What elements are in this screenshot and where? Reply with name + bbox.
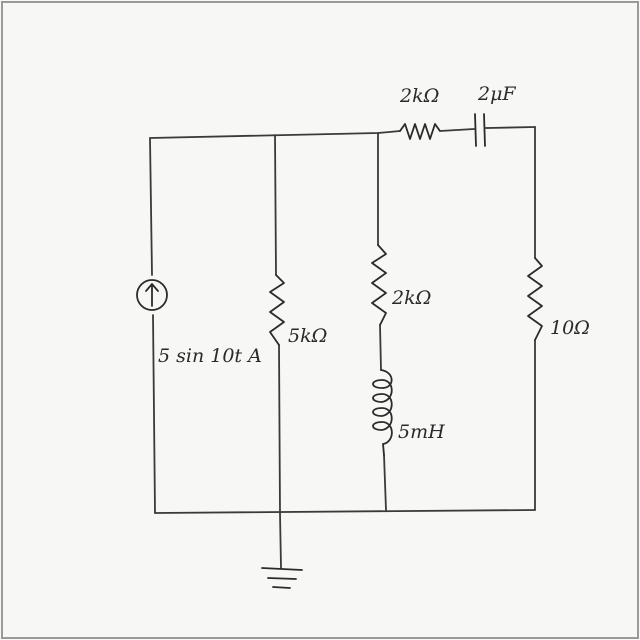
resistor-10ohm-label: 10Ω (550, 317, 590, 339)
current-source (136, 279, 168, 311)
resistor-2k-mid-label: 2kΩ (391, 287, 431, 309)
resistor-5k (269, 274, 285, 346)
source-label: 5 sin 10t A (158, 345, 262, 367)
resistor-top-label: 2kΩ (399, 85, 439, 107)
inductor-5mh (372, 369, 393, 456)
right-top-wire (487, 126, 536, 129)
ground-symbol (261, 567, 303, 589)
resistor-2k-top (399, 123, 441, 140)
source-branch-wire (149, 137, 156, 514)
capacitor-2uf (474, 113, 486, 147)
resistor-5k-branch-wire (274, 134, 282, 569)
bottom-wire (154, 509, 536, 514)
middle-branch-wire (377, 132, 387, 511)
top-series-wire (439, 128, 475, 132)
resistor-10ohm (527, 257, 543, 341)
resistor-2k-mid (371, 244, 387, 326)
capacitor-label: 2μF (477, 83, 516, 105)
inductor-label: 5mH (398, 421, 445, 443)
resistor-5k-label: 5kΩ (288, 325, 327, 347)
